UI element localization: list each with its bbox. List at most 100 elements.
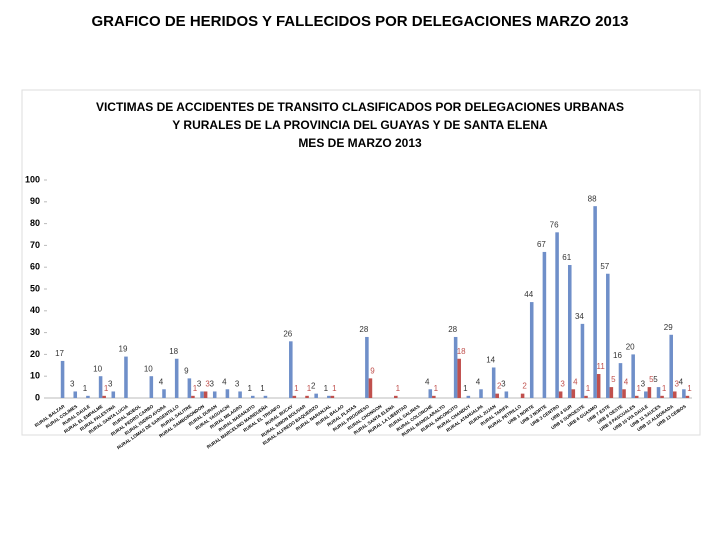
bar: [86, 395, 90, 398]
bar: [457, 358, 461, 398]
data-label: 1: [434, 384, 439, 393]
data-label: 3: [675, 380, 680, 389]
bar: [606, 273, 610, 398]
bar: [428, 389, 433, 398]
bar: [558, 391, 563, 398]
data-label: 2: [311, 382, 316, 391]
data-label: 10: [93, 364, 102, 373]
data-label: 1: [324, 384, 329, 393]
bar: [644, 391, 648, 398]
data-label: 1: [83, 384, 88, 393]
data-label: 4: [425, 377, 430, 386]
data-label: 4: [159, 377, 164, 386]
data-label: 2: [522, 382, 527, 391]
data-label: 3: [501, 380, 506, 389]
bar: [672, 391, 677, 398]
bar: [250, 395, 255, 398]
data-label: 76: [550, 220, 559, 229]
bar: [529, 302, 534, 398]
bar: [330, 395, 335, 398]
bar: [305, 395, 309, 398]
data-label: 16: [613, 351, 622, 360]
data-label: 29: [664, 323, 673, 332]
data-label: 9: [184, 366, 189, 375]
data-label: 1: [294, 384, 299, 393]
y-tick-label: 20: [30, 349, 40, 359]
y-tick-label: 70: [30, 240, 40, 250]
bar: [593, 206, 597, 398]
data-label: 4: [624, 377, 629, 386]
bar: [327, 395, 331, 398]
bar: [73, 391, 78, 398]
data-label: 1: [463, 384, 468, 393]
data-label: 28: [448, 325, 457, 334]
y-tick-label: 60: [30, 262, 40, 272]
bar: [555, 232, 559, 398]
bar: [479, 389, 483, 398]
bar: [571, 389, 576, 398]
bar: [174, 358, 179, 398]
bar: [191, 395, 195, 398]
data-label: 1: [260, 384, 265, 393]
y-tick-label: 40: [30, 305, 40, 315]
bar: [238, 391, 242, 398]
y-tick-label: 80: [30, 218, 40, 228]
bar: [453, 336, 458, 398]
data-label: 61: [562, 253, 571, 262]
bar: [365, 336, 369, 398]
data-label: 26: [283, 329, 292, 338]
bar: [162, 389, 166, 398]
data-label: 3: [108, 380, 113, 389]
data-label: 10: [144, 364, 153, 373]
chart-title: MES DE MARZO 2013: [298, 136, 422, 150]
data-label: 1: [396, 384, 401, 393]
bar: [682, 389, 686, 398]
data-label: 18: [457, 347, 466, 356]
bar: [660, 395, 664, 398]
bar: [580, 323, 585, 398]
data-label: 1: [687, 384, 692, 393]
bar: [584, 395, 588, 398]
bar: [292, 395, 297, 398]
bar: [263, 395, 268, 398]
data-label: 1: [332, 384, 337, 393]
bar: [432, 395, 436, 398]
data-label: 1: [248, 384, 253, 393]
bar: [618, 363, 623, 398]
bar: [289, 341, 293, 398]
bar: [187, 378, 192, 398]
bar: [394, 395, 398, 398]
data-label: 67: [537, 240, 546, 249]
data-label: 44: [524, 290, 533, 299]
bar: [685, 395, 690, 398]
y-tick-label: 10: [30, 371, 40, 381]
bar: [466, 395, 471, 398]
bar: [647, 387, 652, 398]
bar: [622, 389, 626, 398]
data-label: 1: [307, 384, 312, 393]
bar: [634, 395, 639, 398]
bar: [656, 387, 661, 398]
bar: [124, 356, 128, 398]
chart-title: VICTIMAS DE ACCIDENTES DE TRANSITO CLASI…: [96, 100, 624, 114]
bar: [504, 391, 509, 398]
bar: [609, 387, 614, 398]
data-label: 20: [626, 343, 635, 352]
data-label: 34: [575, 312, 584, 321]
data-label: 1: [662, 384, 667, 393]
data-label: 3: [560, 380, 565, 389]
data-label: 11: [597, 362, 606, 371]
bar: [98, 376, 103, 398]
bar: [669, 334, 673, 398]
bar: [60, 360, 65, 398]
y-tick-label: 100: [25, 174, 40, 184]
bar: [542, 251, 547, 398]
data-label: 1: [636, 384, 641, 393]
data-label: 17: [55, 349, 64, 358]
chart-area: [21, 89, 701, 436]
data-label: 18: [169, 347, 178, 356]
bar: [368, 378, 373, 398]
page-title: GRAFICO DE HERIDOS Y FALLECIDOS POR DELE…: [91, 13, 628, 30]
bar: [200, 391, 204, 398]
